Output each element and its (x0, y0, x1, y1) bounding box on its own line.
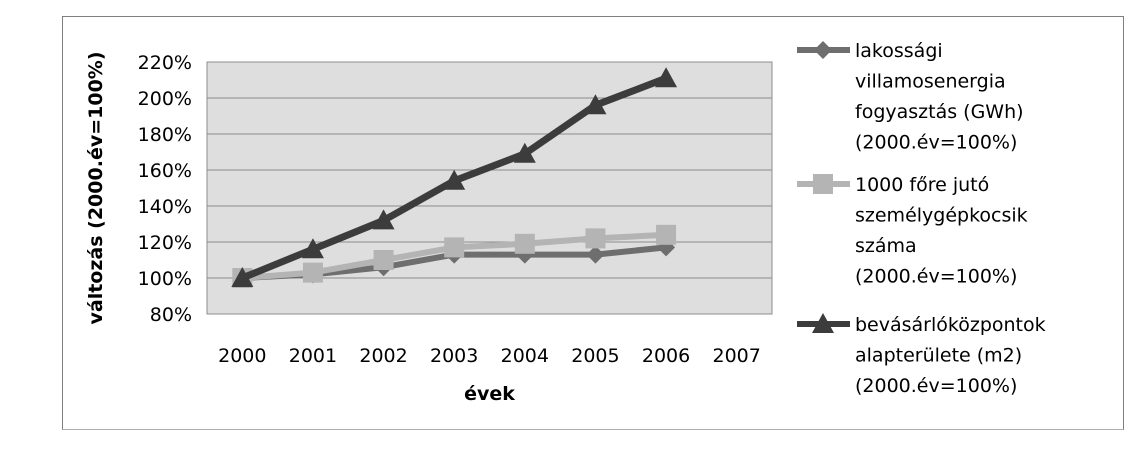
x-tick-label: 2007 (713, 345, 761, 367)
legend-marker-square (813, 174, 833, 194)
data-point-triangle (513, 142, 536, 163)
data-point-diamond (586, 245, 605, 264)
data-point-triangle (443, 169, 466, 190)
legend-label: 1000 főre jutó (855, 174, 989, 196)
legend-label: fogyasztás (GWh) (855, 101, 1024, 123)
legend-label: (2000.év=100%) (855, 266, 1017, 288)
x-tick-label: 2000 (218, 345, 266, 367)
legend-label: lakossági (855, 40, 943, 62)
y-tick-label: 200% (138, 88, 192, 110)
y-axis-ticks: 80% 100% 120% 140% 160% 180% 200% 220% (138, 52, 192, 326)
y-tick-label: 120% (138, 232, 192, 254)
data-point-square (444, 237, 465, 258)
legend: lakossági villamosenergia fogyasztás (GWh)… (797, 40, 1046, 397)
x-tick-label: 2001 (289, 345, 337, 367)
legend-marker-triangle (812, 313, 834, 333)
series-group (231, 67, 678, 288)
y-axis-title: változás (2000.év=100%) (85, 51, 107, 324)
data-point-triangle (372, 209, 395, 230)
data-point-square (302, 262, 323, 283)
legend-label: villamosenergia (855, 71, 1006, 93)
x-tick-label: 2005 (571, 345, 619, 367)
x-tick-label: 2003 (430, 345, 478, 367)
legend-label: (2000.év=100%) (855, 132, 1017, 154)
data-point-triangle (655, 67, 678, 88)
x-axis-title: évek (464, 383, 515, 405)
legend-label: (2000.év=100%) (855, 375, 1017, 397)
series-3 (231, 67, 678, 287)
x-tick-label: 2002 (359, 345, 407, 367)
data-point-triangle (231, 267, 254, 287)
legend-marker-diamond (814, 41, 832, 59)
x-tick-label: 2004 (501, 345, 549, 367)
legend-label: alapterülete (m2) (855, 345, 1022, 367)
x-tick-label: 2006 (642, 345, 690, 367)
data-point-triangle (584, 94, 607, 115)
data-point-square (656, 224, 677, 245)
y-tick-label: 80% (150, 304, 192, 326)
chart-frame (62, 16, 1124, 430)
data-point-square (373, 250, 394, 270)
data-point-square (585, 228, 606, 249)
legend-item: 1000 főre jutó személygépkocsik száma (2000… (797, 174, 1028, 288)
legend-item: bevásárlóközpontok alapterülete (m2) (2000… (797, 313, 1046, 397)
legend-label: száma (855, 235, 917, 257)
y-tick-label: 160% (138, 160, 192, 182)
y-tick-label: 220% (138, 52, 192, 74)
y-tick-label: 140% (138, 196, 192, 218)
x-axis-ticks: 2000 2001 2002 2003 2004 2005 2006 2007 (218, 345, 761, 367)
y-tick-label: 100% (138, 268, 192, 290)
legend-label: bevásárlóközpontok (855, 314, 1046, 336)
legend-item: lakossági villamosenergia fogyasztás (GWh)… (797, 40, 1024, 154)
data-point-square (514, 233, 535, 254)
data-point-triangle (301, 238, 324, 259)
legend-label: személygépkocsik (855, 205, 1028, 227)
y-tick-label: 180% (138, 124, 192, 146)
